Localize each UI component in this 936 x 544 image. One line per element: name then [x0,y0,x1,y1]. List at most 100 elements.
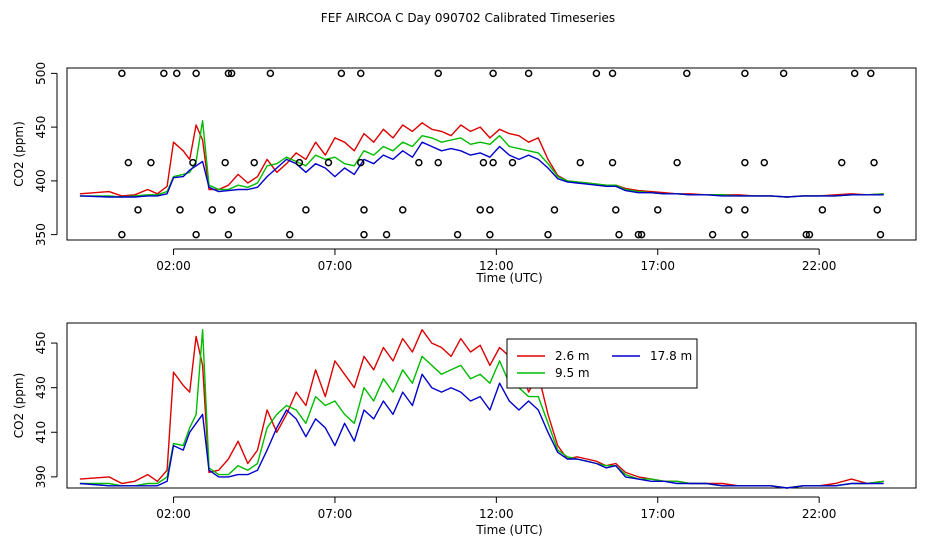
calibration-point [805,230,814,239]
y-axis-label: CO2 (ppm) [12,121,26,187]
calibration-point [760,158,769,167]
calibration-point [285,230,294,239]
legend: 2.6 m 17.8 m 9.5 m [506,338,698,389]
calibration-point [176,206,184,214]
calibration-point [489,69,497,78]
calibration-point [612,206,620,214]
calibration-point [357,69,365,78]
calibration-point [741,230,749,239]
calibration-point [173,69,181,78]
calibration-point [524,69,533,78]
y-tick-label: 390 [34,465,48,488]
x-tick-label: 17:00 [640,507,675,521]
calibration-point [415,158,423,167]
calibration-point [295,158,304,167]
y-tick-label: 450 [34,332,48,355]
plot-panel-1: 02:00 07:00 12:00 17:00 22:00 350 400 450 500 Tim… [12,62,917,285]
calibration-point [867,69,875,78]
calibration-point [741,158,749,167]
calibration-point [302,206,310,214]
series-line-17-8-m [79,373,884,489]
calibration-point [434,158,442,167]
calibration-point [118,69,126,78]
calibration-point [608,69,617,78]
calibration-point [147,158,155,167]
calibration-point [615,230,623,239]
calibration-point [870,158,878,167]
calibration-point [838,158,846,167]
calibration-point [653,206,662,214]
calibration-point [683,69,691,78]
calibration-point [192,230,200,239]
series-line-17-8-m [79,141,884,198]
calibration-point [324,158,333,167]
calibration-point [250,158,258,167]
chart-title: FEF AIRCOA C Day 090702 Calibrated Times… [321,11,615,25]
calibration-point [486,206,494,214]
calibration-point [850,69,859,78]
calibration-point [398,206,407,214]
calibration-point [189,158,197,167]
calibration-point [118,230,126,239]
x-tick-label: 12:00 [479,259,514,273]
calibration-point [192,69,200,78]
calibration-point [637,230,646,239]
y-tick-label: 350 [34,223,48,246]
y-tick-label: 410 [34,421,48,444]
calibration-point [592,69,601,78]
x-tick-label: 02:00 [156,507,191,521]
calibration-point [360,206,368,214]
y-tick-label: 500 [34,62,48,85]
legend-label: 2.6 m [555,349,590,363]
calibration-point [221,158,229,167]
calibration-point [741,206,749,214]
calibration-point [476,206,484,214]
legend-label: 9.5 m [555,366,590,380]
x-tick-label: 22:00 [802,259,837,273]
calibration-point [544,230,552,239]
calibration-point [479,158,488,167]
calibration-point [434,69,442,78]
y-tick-label: 430 [34,376,48,399]
legend-label: 17.8 m [650,349,692,363]
plot-panel-2: 02:00 07:00 12:00 17:00 22:00 390 410 430 450 Tim… [12,322,917,537]
calibration-point [576,158,585,167]
calibration-point [227,206,236,214]
calibration-point [486,230,494,239]
calibration-point [818,206,827,214]
calibration-point [357,158,365,167]
calibration-point [208,206,217,214]
calibration-point [741,69,749,78]
x-tick-label: 22:00 [802,507,837,521]
y-tick-label: 450 [34,116,48,139]
x-tick-label: 17:00 [640,259,675,273]
calibration-point [266,69,275,78]
calibration-point [550,206,559,214]
calibration-point [708,230,717,239]
calibration-point [124,158,133,167]
y-tick-label: 400 [34,169,48,192]
x-tick-label: 07:00 [318,507,353,521]
plot-frame [66,322,917,489]
calibration-point [508,158,517,167]
calibration-point [608,158,617,167]
calibration-point [873,206,882,214]
calibration-point [876,230,885,239]
series-line-9-5-m [79,329,884,489]
series-line-2-6-m [79,122,884,198]
calibration-point [634,230,643,239]
x-tick-label: 12:00 [479,507,514,521]
x-axis-label: Time (UTC) [475,523,542,537]
calibration-point [802,230,810,239]
x-axis-label: Time (UTC) [475,271,542,285]
legend-box [506,338,698,389]
calibration-point [337,69,346,78]
y-axis-label: CO2 (ppm) [12,373,26,439]
x-tick-label: 02:00 [156,259,191,273]
calibration-point [382,230,391,239]
calibration-point [160,69,168,78]
x-tick-label: 07:00 [318,259,353,273]
calibration-point [227,69,236,78]
